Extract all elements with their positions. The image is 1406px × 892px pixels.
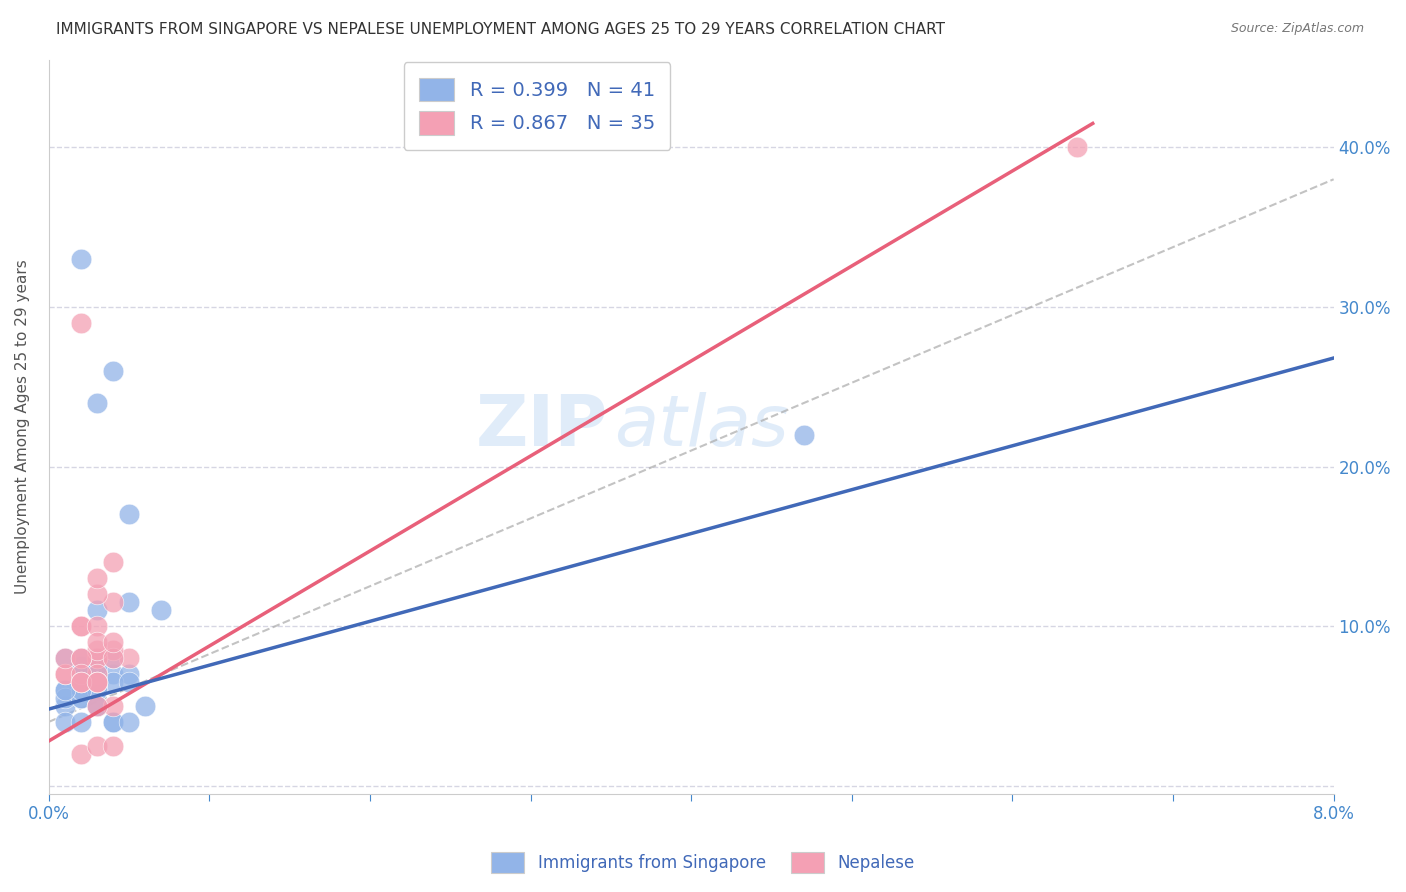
Point <box>53 651 76 665</box>
Point <box>86 675 108 690</box>
Point <box>53 651 76 665</box>
Point <box>53 667 76 681</box>
Point <box>118 651 141 665</box>
Point <box>70 651 93 665</box>
Point <box>86 675 108 690</box>
Point <box>70 619 93 633</box>
Point <box>86 675 108 690</box>
Point <box>101 667 124 681</box>
Point <box>53 682 76 697</box>
Point <box>118 667 141 681</box>
Point <box>70 651 93 665</box>
Point <box>86 651 108 665</box>
Point <box>793 427 815 442</box>
Y-axis label: Unemployment Among Ages 25 to 29 years: Unemployment Among Ages 25 to 29 years <box>15 260 30 594</box>
Point <box>118 508 141 522</box>
Point <box>86 675 108 690</box>
Point <box>70 714 93 729</box>
Point <box>101 643 124 657</box>
Text: atlas: atlas <box>614 392 789 461</box>
Point <box>70 316 93 330</box>
Point <box>70 682 93 697</box>
Point <box>86 659 108 673</box>
Point <box>53 682 76 697</box>
Point <box>70 675 93 690</box>
Point <box>86 395 108 409</box>
Point <box>70 690 93 705</box>
Point <box>53 690 76 705</box>
Point <box>53 667 76 681</box>
Point <box>101 698 124 713</box>
Point <box>118 714 141 729</box>
Point <box>86 682 108 697</box>
Point <box>86 698 108 713</box>
Point <box>118 595 141 609</box>
Point <box>86 651 108 665</box>
Point <box>70 651 93 665</box>
Point <box>70 619 93 633</box>
Text: IMMIGRANTS FROM SINGAPORE VS NEPALESE UNEMPLOYMENT AMONG AGES 25 TO 29 YEARS COR: IMMIGRANTS FROM SINGAPORE VS NEPALESE UN… <box>56 22 945 37</box>
Point <box>53 714 76 729</box>
Point <box>101 595 124 609</box>
Point <box>86 643 108 657</box>
Point <box>101 714 124 729</box>
Point <box>134 698 156 713</box>
Point <box>86 675 108 690</box>
Point <box>70 675 93 690</box>
Point <box>86 739 108 753</box>
Point <box>101 651 124 665</box>
Point <box>70 667 93 681</box>
Legend: Immigrants from Singapore, Nepalese: Immigrants from Singapore, Nepalese <box>485 846 921 880</box>
Point <box>53 698 76 713</box>
Point <box>118 675 141 690</box>
Point <box>86 603 108 617</box>
Point <box>70 690 93 705</box>
Point <box>101 651 124 665</box>
Point <box>101 635 124 649</box>
Point <box>101 714 124 729</box>
Point <box>101 364 124 378</box>
Point <box>70 675 93 690</box>
Point <box>86 619 108 633</box>
Point <box>70 667 93 681</box>
Text: ZIP: ZIP <box>475 392 607 461</box>
Point <box>150 603 173 617</box>
Point <box>86 651 108 665</box>
Point <box>70 675 93 690</box>
Point <box>86 667 108 681</box>
Legend: R = 0.399   N = 41, R = 0.867   N = 35: R = 0.399 N = 41, R = 0.867 N = 35 <box>404 62 671 150</box>
Point <box>101 739 124 753</box>
Point <box>70 747 93 761</box>
Point <box>101 675 124 690</box>
Point <box>86 698 108 713</box>
Point <box>70 675 93 690</box>
Point <box>1066 140 1088 154</box>
Point <box>70 659 93 673</box>
Text: Source: ZipAtlas.com: Source: ZipAtlas.com <box>1230 22 1364 36</box>
Point <box>70 252 93 266</box>
Point <box>86 635 108 649</box>
Point <box>86 587 108 601</box>
Point <box>86 571 108 585</box>
Point <box>86 667 108 681</box>
Point <box>86 698 108 713</box>
Point <box>101 555 124 569</box>
Point <box>86 682 108 697</box>
